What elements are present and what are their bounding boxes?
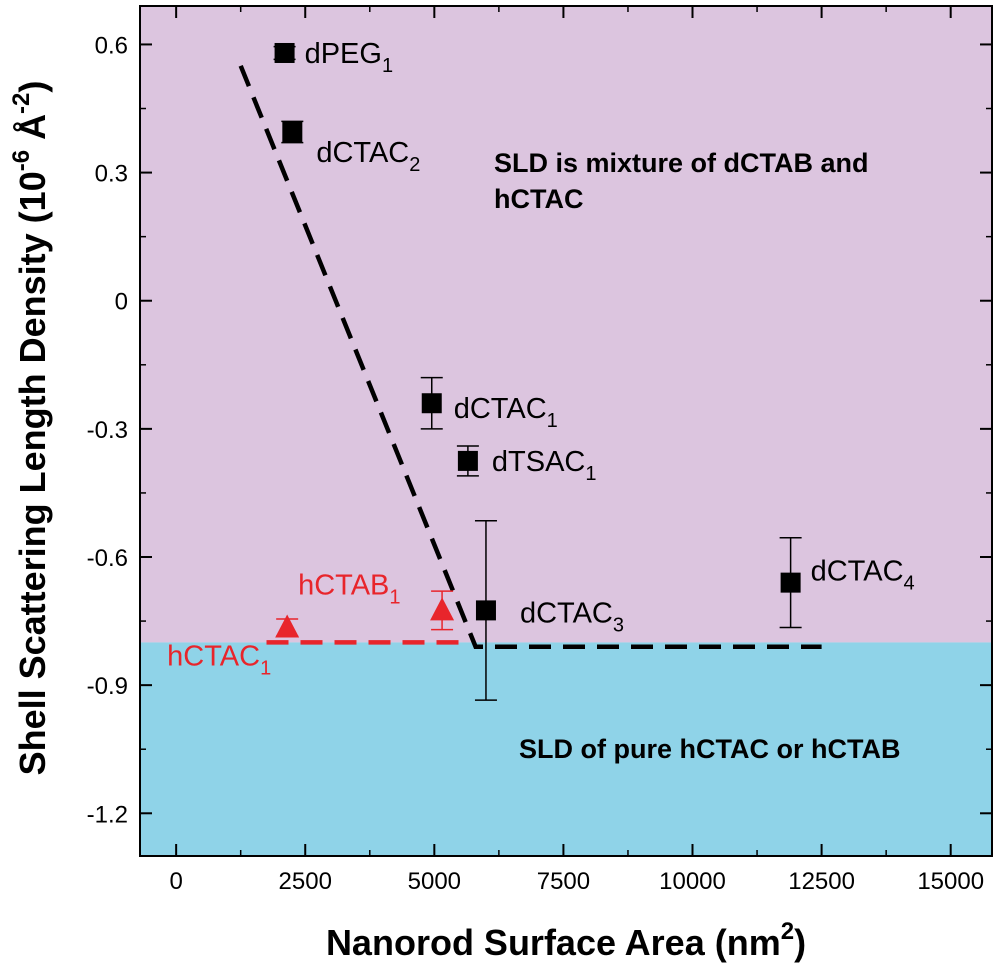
axis-ticks: 0 2500 5000 7500 10000 12500 15000 0.6 0.3 0 -0.3 -…	[87, 6, 992, 895]
point-label-subscript: 4	[904, 573, 915, 595]
region-1	[140, 6, 992, 643]
x-axis-title-sup: 2	[781, 918, 794, 945]
data-point-square	[457, 450, 478, 471]
y-tick-label: -0.9	[87, 673, 128, 700]
y-axis-title-mid: Å	[12, 114, 53, 150]
y-axis-title: Shell Scattering Length Density (10-6 Å-…	[8, 81, 53, 776]
point-label-subscript: 3	[613, 614, 624, 636]
data-points: dPEG1dCTAC2dCTAC1dTSAC1dCTAC3dCTAC4hCTAC…	[167, 38, 915, 701]
y-axis-title-end: )	[12, 81, 53, 93]
x-tick-label: 0	[169, 868, 182, 895]
point-label-name: hCTAB	[298, 569, 389, 601]
y-axis-title-main: Shell Scattering Length Density (10	[12, 171, 53, 775]
x-axis-title-main: Nanorod Surface Area (nm	[326, 922, 781, 963]
point-label-subscript: 1	[585, 463, 596, 485]
point-label: dTSAC1	[492, 446, 597, 485]
data-point-square	[282, 122, 303, 143]
region-2	[140, 642, 992, 856]
x-axis-title-end: )	[794, 922, 806, 963]
data-point-square	[421, 393, 442, 414]
x-axis-title: Nanorod Surface Area (nm2)	[326, 918, 806, 963]
x-tick-label: 15000	[917, 868, 984, 895]
y-tick-label: 0	[115, 289, 128, 316]
x-tick-label: 5000	[408, 868, 461, 895]
point-label: hCTAB1	[298, 569, 400, 608]
region-label-pure: SLD of pure hCTAC or hCTAB	[519, 734, 900, 764]
data-point-triangle	[275, 614, 300, 638]
y-tick-label: -0.6	[87, 545, 128, 572]
plot-frame	[139, 5, 993, 857]
point-label-name: hCTAC	[167, 640, 260, 672]
x-tick-label: 2500	[279, 868, 332, 895]
region-label-mixture-line2: hCTAC	[494, 184, 583, 214]
point-label-subscript: 1	[260, 657, 271, 679]
y-tick-label: 0.6	[95, 32, 128, 59]
point-label: hCTAC1	[167, 640, 271, 679]
point-label-name: dCTAC	[316, 137, 409, 169]
fit-lines	[238, 64, 822, 649]
y-axis-title-sup2: -2	[8, 93, 35, 114]
point-label-name: dPEG	[305, 38, 382, 70]
point-label-name: dCTAC	[520, 597, 613, 629]
point-label: dCTAC1	[454, 393, 558, 432]
point-label: dPEG1	[305, 38, 394, 77]
y-tick-label: -0.3	[87, 417, 128, 444]
data-point-square	[475, 600, 496, 621]
point-label-name: dCTAC	[454, 393, 547, 425]
point-label-name: dTSAC	[492, 446, 585, 478]
point-label-subscript: 2	[409, 154, 420, 176]
y-tick-label: 0.3	[95, 161, 128, 188]
x-tick-label: 7500	[537, 868, 590, 895]
point-label: dCTAC4	[811, 556, 915, 595]
point-label-name: dCTAC	[811, 556, 904, 588]
point-label: dCTAC3	[520, 597, 624, 636]
y-axis-title-sup1: -6	[8, 150, 35, 171]
data-point-square	[274, 42, 295, 63]
data-point-triangle	[430, 597, 455, 621]
background-regions: SLD is mixture of dCTAB and hCTAC SLD of p…	[140, 6, 992, 856]
region-label-mixture: SLD is mixture of dCTAB and	[494, 148, 869, 178]
point-label-subscript: 1	[547, 410, 558, 432]
point-label-subscript: 1	[389, 586, 400, 608]
point-label: dCTAC2	[316, 137, 420, 176]
y-tick-label: -1.2	[87, 801, 128, 828]
point-label-subscript: 1	[382, 55, 393, 77]
x-tick-label: 12500	[788, 868, 855, 895]
data-point-square	[780, 572, 801, 593]
fit-line-1	[238, 64, 822, 649]
x-tick-label: 10000	[659, 868, 726, 895]
